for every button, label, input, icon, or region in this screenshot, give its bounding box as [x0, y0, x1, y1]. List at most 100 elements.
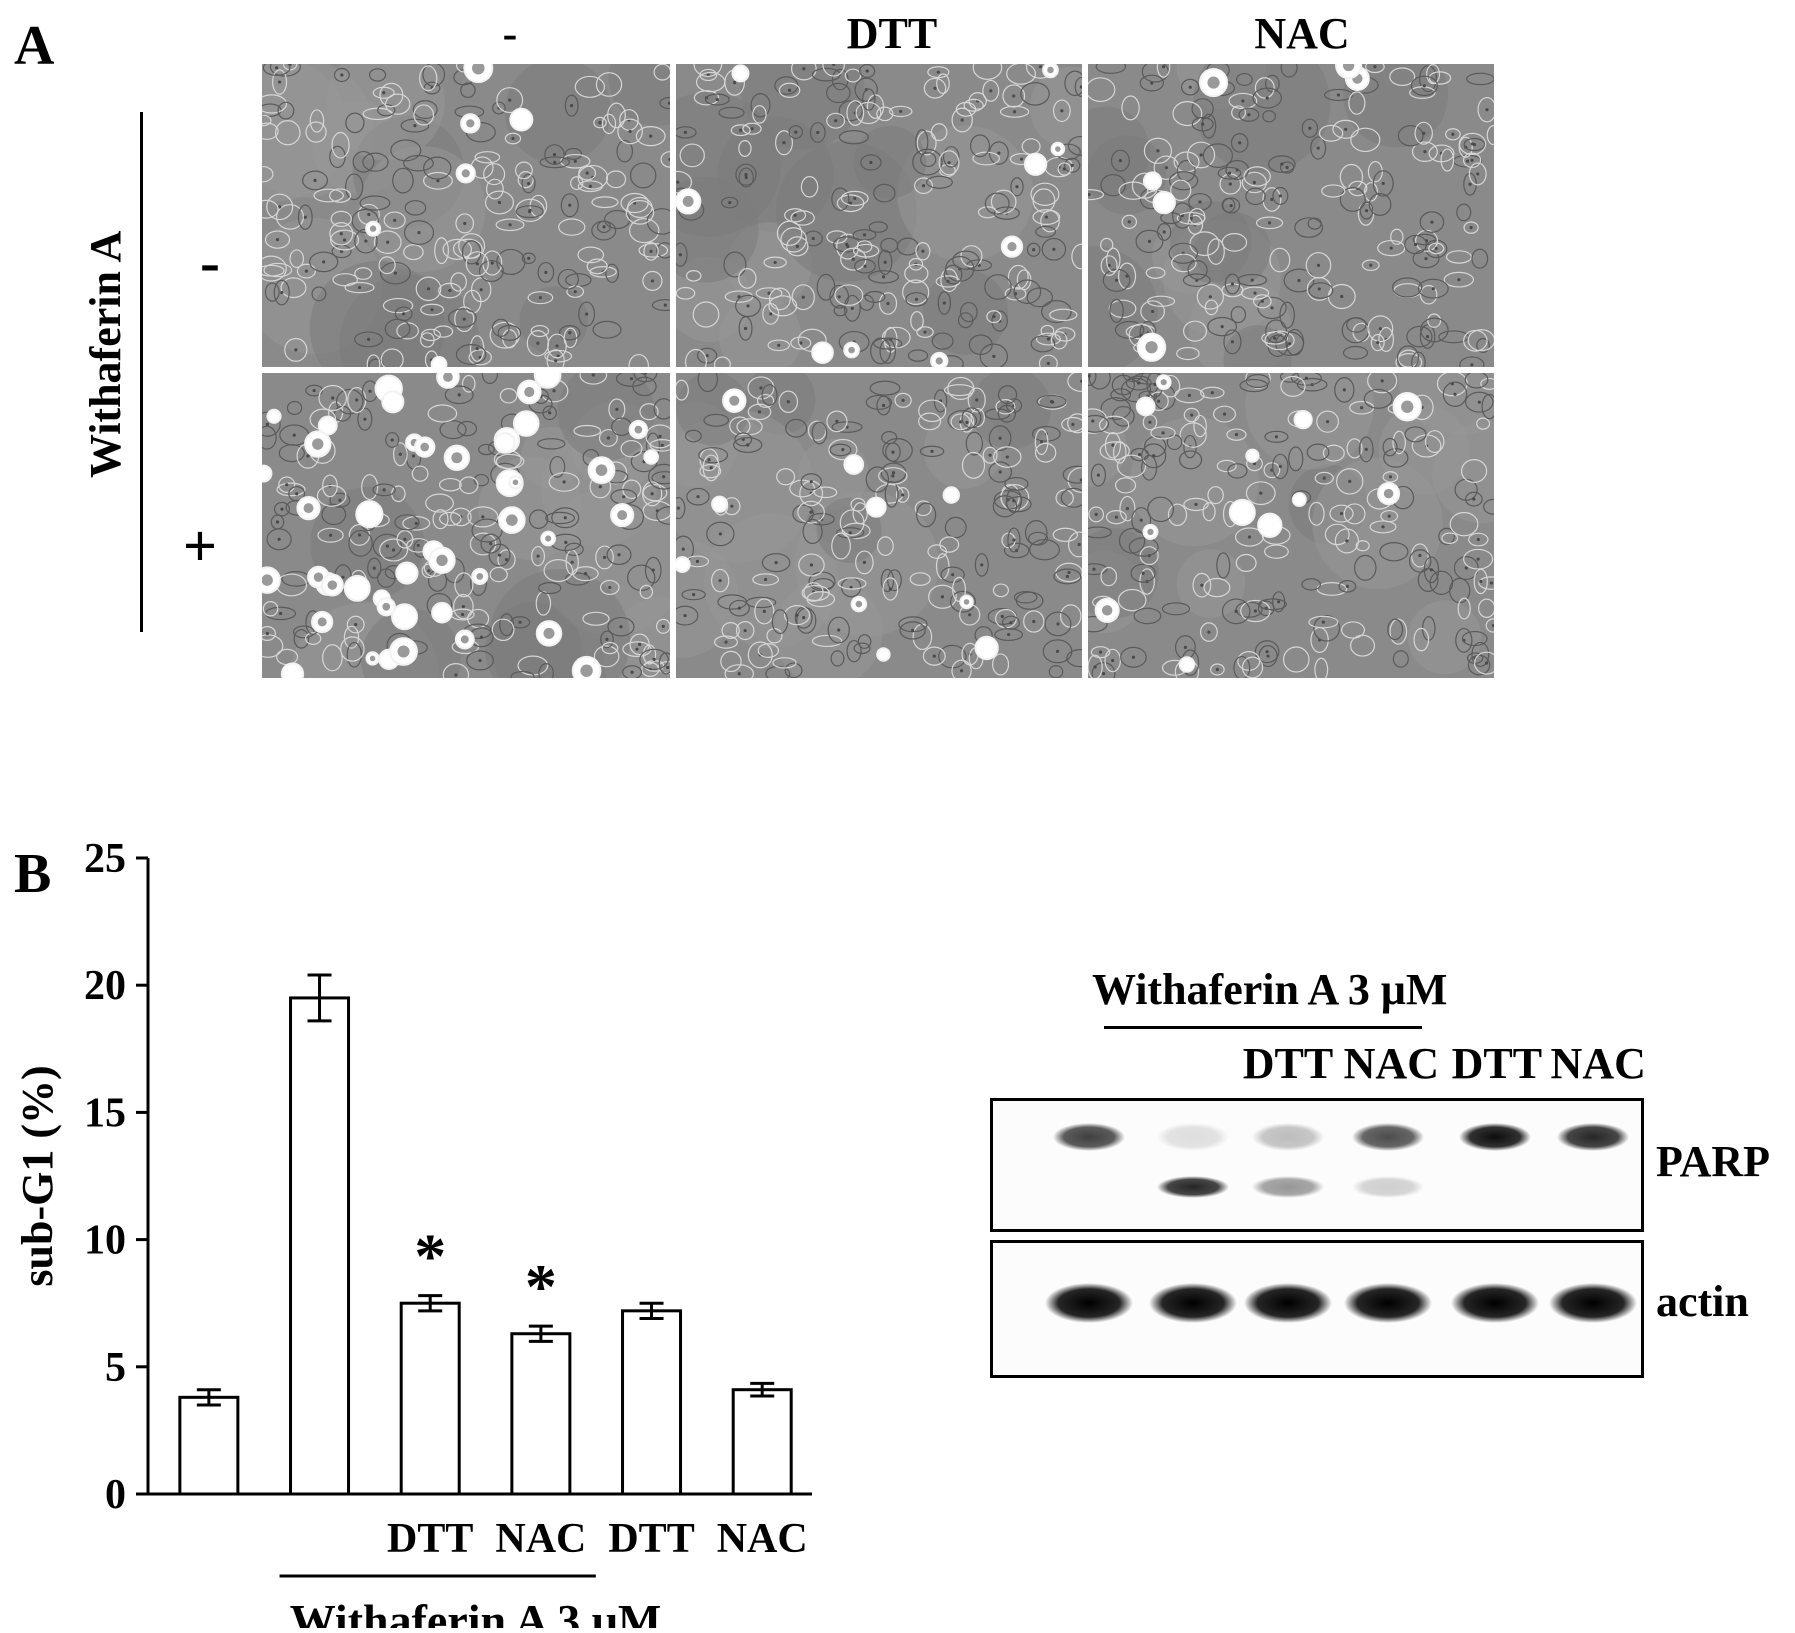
cell-nucleus: [1364, 447, 1368, 451]
cell-nucleus: [1250, 278, 1254, 282]
cell-nucleus: [1266, 654, 1270, 658]
column-label-nac: NAC: [1254, 9, 1350, 58]
cell-outline: [1183, 497, 1209, 512]
cell-outline: [361, 474, 379, 501]
cell-nucleus: [743, 628, 747, 633]
cell-nucleus: [1476, 172, 1480, 176]
cell-outline: [573, 424, 602, 437]
cell-outline: [1199, 386, 1225, 399]
cell-outline: [564, 572, 591, 586]
cell-outline: [679, 143, 705, 168]
cell-nucleus: [1345, 539, 1349, 543]
cell-outline: [433, 325, 454, 338]
cell-outline: [262, 255, 287, 282]
cell-nucleus: [1137, 381, 1141, 385]
cell-outline: [297, 204, 313, 230]
cell-outline: [1210, 663, 1225, 676]
cell-outline: [262, 103, 282, 117]
cell-nucleus: [605, 637, 609, 641]
cell-outline: [535, 591, 552, 616]
cell-outline: [1088, 77, 1116, 103]
cell-outline: [419, 332, 435, 348]
cell-outline: [1105, 247, 1121, 273]
cell-nucleus: [1050, 399, 1054, 404]
rounded-bright-cell: [391, 603, 419, 631]
cell-nucleus: [1115, 278, 1119, 282]
cell-outline: [728, 599, 750, 617]
cell-outline: [549, 455, 566, 478]
cell-outline: [937, 291, 952, 315]
cell-outline: [676, 605, 699, 626]
cell-outline: [927, 66, 950, 79]
cell-nucleus: [1012, 110, 1017, 114]
y-tick-label: 15: [84, 1090, 126, 1136]
cell-nucleus: [1285, 165, 1289, 170]
cell-nucleus: [705, 354, 709, 358]
cell-outline: [841, 522, 871, 540]
rounded-bright-cell: [355, 500, 384, 529]
cell-outline: [1477, 96, 1494, 123]
cell-outline: [351, 208, 380, 234]
cell-outline: [831, 532, 851, 560]
cell-outline: [262, 425, 277, 450]
cell-nucleus: [1465, 159, 1470, 163]
cell-nucleus: [368, 389, 372, 393]
cell-outline: [1321, 184, 1346, 198]
cell-outline: [1420, 317, 1449, 343]
cell-outline: [1427, 313, 1442, 328]
cell-outline: [783, 605, 811, 626]
cell-nucleus: [834, 119, 838, 123]
cell-outline: [1382, 471, 1399, 483]
cell-nucleus: [1032, 248, 1036, 252]
cell-outline: [1471, 248, 1489, 269]
cell-nucleus: [265, 631, 269, 636]
cell-outline: [869, 380, 901, 396]
rounded-bright-cell: [811, 341, 834, 364]
cell-nucleus: [1111, 658, 1115, 663]
cell-nucleus: [430, 308, 434, 312]
y-axis-label: sub-G1 (%): [13, 1065, 62, 1286]
cell-outline: [703, 413, 730, 427]
cell-outline: [1258, 598, 1287, 611]
cell-outline: [895, 487, 910, 503]
cell-outline: [1367, 373, 1398, 394]
cell-nucleus: [739, 128, 743, 132]
cell-nucleus: [1208, 295, 1212, 299]
rounded-bright-cell: [266, 408, 282, 424]
cell-outline: [484, 190, 514, 215]
cell-nucleus: [816, 130, 820, 135]
cell-outline: [649, 438, 670, 452]
cell-outline: [884, 481, 899, 508]
cell-outline: [1221, 598, 1251, 625]
cell-nucleus: [1000, 614, 1004, 619]
cell-outline: [1346, 317, 1367, 333]
cell-nucleus: [774, 561, 778, 565]
cell-nucleus: [744, 175, 748, 180]
cell-outline: [1179, 422, 1207, 448]
cell-outline: [846, 639, 862, 663]
cell-outline: [1272, 186, 1289, 205]
cell-outline: [454, 306, 475, 333]
cell-nucleus: [746, 443, 750, 447]
cell-nucleus: [573, 159, 577, 163]
cell-outline: [991, 310, 1008, 332]
cell-outline: [1390, 228, 1404, 245]
cell-nucleus: [733, 81, 737, 85]
rounded-cell-core: [382, 602, 391, 611]
cell-nucleus: [562, 480, 566, 484]
cell-nucleus: [481, 515, 485, 519]
bar: [399, 1301, 461, 1496]
cell-outline: [775, 130, 793, 156]
cell-outline: [544, 144, 565, 165]
blot-treatment-label: Withaferin A 3 μM: [1092, 965, 1448, 1014]
cell-nucleus: [339, 249, 344, 253]
cell-outline: [802, 518, 823, 545]
cell-outline: [811, 634, 843, 648]
cell-outline: [499, 613, 515, 637]
cell-nucleus: [1127, 220, 1131, 224]
cell-outline: [928, 584, 957, 609]
cell-outline: [1419, 324, 1436, 349]
cell-outline: [829, 284, 850, 309]
cell-outline: [619, 109, 639, 131]
cell-outline: [952, 250, 980, 270]
